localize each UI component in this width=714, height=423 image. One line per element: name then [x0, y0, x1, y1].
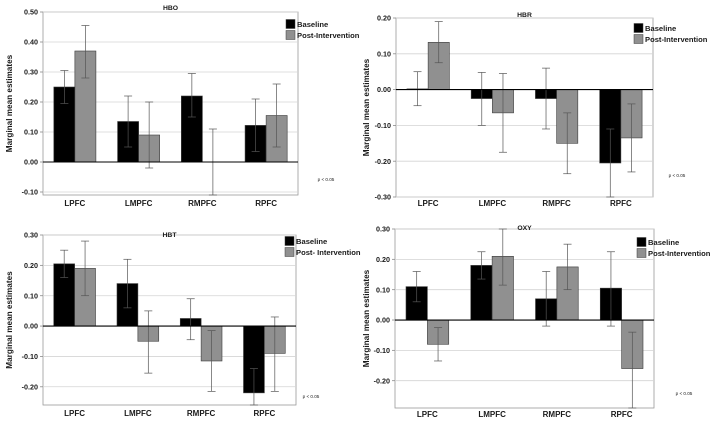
x-tick-label: LPFC	[418, 199, 439, 208]
legend-swatch	[284, 247, 295, 257]
x-tick-label: RMPFC	[542, 199, 571, 208]
y-tick-label: -0.20	[22, 382, 38, 391]
chart-svg: -0.20 -0.10 0.00 0.10 0.20 0.30 LPFC LMPFC RMPFC…	[362, 225, 711, 419]
y-tick-label: -0.20	[375, 157, 391, 166]
x-tick-label: RPFC	[255, 199, 277, 208]
significance-note: p < 0.05	[669, 173, 686, 178]
y-tick-label: 0.20	[377, 14, 391, 23]
chart-panel-hbr: -0.30 -0.20 -0.10 0.00 0.10 0.20 LPFC LMPFC RMPF…	[357, 0, 714, 212]
legend-label: Post-Intervention	[648, 249, 711, 258]
x-tick-label: LMPFC	[124, 409, 152, 418]
y-tick-label: -0.10	[375, 121, 391, 130]
y-tick-label: 0.10	[24, 291, 38, 300]
chart-title: HBO	[163, 5, 178, 12]
chart-title: HBR	[517, 12, 532, 19]
x-tick-label: LPFC	[64, 199, 85, 208]
chart-title: HBT	[163, 232, 178, 239]
legend-swatch	[633, 23, 644, 33]
legend-label: Post- Intervention	[296, 248, 361, 257]
chart-svg: -0.10 0.00 0.10 0.20 0.30 0.40 0.50 LPFC LMPFC RM…	[5, 5, 360, 208]
chart-title: OXY	[517, 225, 532, 232]
significance-note: p < 0.05	[676, 391, 693, 396]
y-tick-label: 0.00	[376, 316, 390, 325]
x-tick-label: RMPFC	[543, 410, 572, 419]
y-tick-label: -0.10	[22, 188, 38, 197]
y-tick-label: 0.30	[376, 225, 390, 234]
y-tick-label: 0.00	[24, 322, 38, 331]
y-tick-label: 0.10	[376, 285, 390, 294]
legend-label: Baseline	[296, 237, 327, 246]
legend-label: Post-Intervention	[297, 31, 360, 40]
y-tick-label: 0.00	[24, 158, 38, 167]
y-tick-label: 0.20	[24, 261, 38, 270]
y-tick-label: 0.20	[376, 255, 390, 264]
legend-label: Baseline	[297, 20, 328, 29]
y-axis-label: Marginal mean estimates	[362, 269, 371, 367]
y-tick-label: -0.20	[374, 376, 390, 385]
y-tick-label: 0.20	[24, 98, 38, 107]
legend-label: Baseline	[648, 238, 679, 247]
legend-label: Post-Intervention	[645, 35, 708, 44]
legend-swatch	[285, 19, 296, 29]
x-tick-label: LMPFC	[479, 199, 507, 208]
y-tick-label: 0.10	[24, 128, 38, 137]
significance-note: p < 0.05	[303, 394, 320, 399]
x-tick-label: RPFC	[610, 199, 632, 208]
y-tick-label: 0.30	[24, 68, 38, 77]
chart-panel-oxy: -0.20 -0.10 0.00 0.10 0.20 0.30 LPFC LMPFC RMPFC…	[357, 212, 714, 423]
legend-label: Baseline	[645, 24, 676, 33]
x-tick-label: RPFC	[611, 410, 633, 419]
x-tick-label: LMPFC	[125, 199, 153, 208]
x-tick-label: RMPFC	[187, 409, 216, 418]
chart-svg: -0.30 -0.20 -0.10 0.00 0.10 0.20 LPFC LMPFC RMPF…	[362, 12, 708, 208]
chart-panel-hbt: -0.20 -0.10 0.00 0.10 0.20 0.30 LPFC LMPFC RMPFC…	[0, 212, 361, 423]
legend-swatch	[285, 30, 296, 40]
y-axis-label: Marginal mean estimates	[5, 271, 14, 369]
x-tick-label: LPFC	[417, 410, 438, 419]
legend-swatch	[633, 34, 644, 44]
legend-swatch	[636, 248, 647, 258]
x-tick-label: LMPFC	[478, 410, 506, 419]
y-tick-label: 0.40	[24, 38, 38, 47]
y-tick-label: 0.50	[24, 8, 38, 17]
y-axis-label: Marginal mean estimates	[5, 54, 14, 152]
x-tick-label: RMPFC	[188, 199, 217, 208]
chart-svg: -0.20 -0.10 0.00 0.10 0.20 0.30 LPFC LMPFC RMPFC…	[5, 231, 361, 418]
y-tick-label: 0.10	[377, 49, 391, 58]
y-tick-label: -0.30	[375, 193, 391, 202]
x-tick-label: LPFC	[64, 409, 85, 418]
y-tick-label: -0.10	[22, 352, 38, 361]
legend-swatch	[284, 236, 295, 246]
y-tick-label: -0.10	[374, 346, 390, 355]
significance-note: p < 0.05	[318, 177, 335, 182]
y-tick-label: 0.00	[377, 85, 391, 94]
chart-panel-hbo: -0.10 0.00 0.10 0.20 0.30 0.40 0.50 LPFC LMPFC RM…	[0, 0, 360, 212]
y-tick-label: 0.30	[24, 231, 38, 240]
legend-swatch	[636, 237, 647, 247]
y-axis-label: Marginal mean estimates	[362, 58, 371, 156]
x-tick-label: RPFC	[253, 409, 275, 418]
